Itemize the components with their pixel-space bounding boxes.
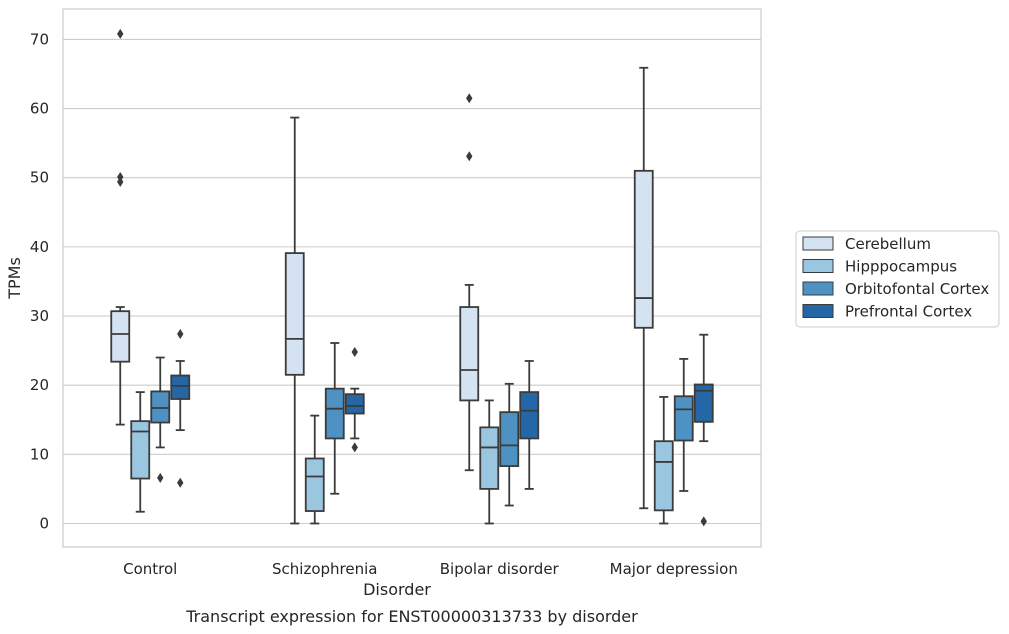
box-hipppocampus xyxy=(653,396,674,525)
outlier-point xyxy=(351,346,358,357)
legend-swatch xyxy=(802,304,834,318)
y-tick-label: 10 xyxy=(30,445,49,463)
box-prefrontal-cortex xyxy=(693,333,714,527)
legend-label: Prefrontal Cortex xyxy=(845,303,972,321)
box-orbitofontal-cortex xyxy=(673,358,694,492)
box-iqr xyxy=(653,440,674,512)
box-hipppocampus xyxy=(130,391,151,513)
box-orbitofontal-cortex xyxy=(324,342,345,495)
box-groups xyxy=(110,28,714,527)
x-tick-label: Bipolar disorder xyxy=(440,560,560,578)
outlier-point xyxy=(117,28,124,39)
y-tick-labels: 0 10 20 30 40 50 60 70 xyxy=(30,30,49,532)
box-iqr xyxy=(284,252,305,376)
y-axis-label: TPMs xyxy=(5,257,24,300)
box-iqr xyxy=(170,374,191,400)
box-prefrontal-cortex xyxy=(519,360,540,490)
box-iqr xyxy=(150,390,171,424)
box-iqr xyxy=(633,169,654,329)
box-hipppocampus xyxy=(479,399,500,525)
box-cerebellum xyxy=(459,93,480,472)
box-cerebellum xyxy=(110,28,131,426)
legend-frame xyxy=(795,230,1000,328)
box-prefrontal-cortex xyxy=(170,329,191,488)
plot-frame xyxy=(62,8,762,548)
box-hipppocampus xyxy=(304,414,325,525)
outlier-point xyxy=(700,516,707,527)
outlier-point xyxy=(157,472,164,483)
x-tick-label: Control xyxy=(123,560,177,578)
outlier-point xyxy=(117,176,124,187)
box-iqr xyxy=(324,387,345,440)
outlier-point xyxy=(466,93,473,104)
box-orbitofontal-cortex xyxy=(499,382,520,507)
box-iqr xyxy=(459,306,480,402)
chart-caption: Transcript expression for ENST0000031373… xyxy=(185,607,638,626)
y-tick-label: 20 xyxy=(30,376,49,394)
y-tick-label: 30 xyxy=(30,307,49,325)
box-iqr xyxy=(499,411,520,467)
x-tick-labels: Control Schizophrenia Bipolar disorder Majo… xyxy=(123,560,738,578)
box-iqr xyxy=(344,393,365,415)
legend-label: Cerebellum xyxy=(845,235,931,253)
outlier-point xyxy=(351,442,358,453)
box-iqr xyxy=(673,395,694,442)
legend-swatch xyxy=(802,281,834,296)
box-iqr xyxy=(479,426,500,490)
legend-label: Orbitofontal Cortex xyxy=(845,280,989,298)
legend-swatch xyxy=(802,236,834,251)
box-prefrontal-cortex xyxy=(344,346,365,453)
outlier-point xyxy=(466,151,473,162)
y-tick-label: 40 xyxy=(30,238,49,256)
x-tick-label: Schizophrenia xyxy=(272,560,377,578)
legend: Cerebellum Hipppocampus Orbitofontal Corte… xyxy=(795,230,1000,328)
legend-swatch xyxy=(802,259,834,273)
outlier-point xyxy=(177,477,184,488)
box-iqr xyxy=(110,310,131,363)
outlier-point xyxy=(177,329,184,340)
x-axis-label: Disorder xyxy=(363,580,431,599)
box-iqr xyxy=(130,420,151,480)
box-cerebellum xyxy=(633,66,654,510)
y-tick-label: 60 xyxy=(30,100,49,118)
box-orbitofontal-cortex xyxy=(150,356,171,483)
y-tick-label: 70 xyxy=(30,30,49,48)
legend-label: Hipppocampus xyxy=(845,258,957,276)
y-tick-label: 50 xyxy=(30,169,49,187)
box-cerebellum xyxy=(284,116,305,525)
box-iqr xyxy=(693,383,714,423)
box-iqr xyxy=(304,457,325,512)
y-tick-label: 0 xyxy=(39,514,49,532)
x-tick-label: Major depression xyxy=(610,560,738,578)
box-iqr xyxy=(519,391,540,440)
